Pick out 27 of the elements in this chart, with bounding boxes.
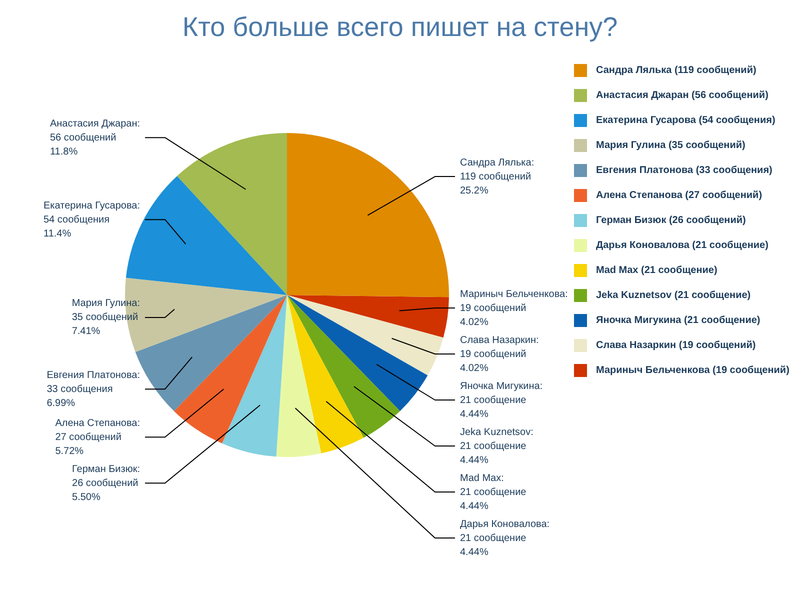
data-label: Яночка Мигукина: 21 сообщение 4.44% (460, 380, 543, 420)
data-label: Мария Гулина: 35 сообщений 7.41% (72, 298, 140, 338)
chart-title: Кто больше всего пишет на стену? (181, 12, 619, 43)
data-label: Евгения Платонова: 33 сообщения 6.99% (46, 370, 140, 409)
legend-label: Яночка Мигукина (21 сообщение) (596, 315, 760, 326)
legend-label: Алена Степанова (27 сообщений) (596, 190, 762, 201)
legend-label: Герман Бизюк (26 сообщений) (596, 215, 746, 226)
data-label: Jeka Kuznetsov: 21 сообщение 4.44% (460, 426, 534, 466)
legend-label: Дарья Коновалова (21 сообщение) (596, 240, 768, 251)
data-label: Сандра Лялька: 119 сообщений 25.2% (460, 157, 534, 196)
legend-label: Jeka Kuznetsov (21 сообщение) (596, 290, 751, 301)
data-label: Дарья Коновалова: 21 сообщение 4.44% (460, 518, 550, 558)
legend-label: Мариныч Бельченкова (19 сообщений) (596, 365, 790, 376)
legend-label: Мария Гулина (35 сообщений) (596, 140, 746, 151)
legend-label: Екатерина Гусарова (54 сообщения) (596, 115, 776, 126)
data-label: Mad Max: 21 сообщение 4.44% (460, 472, 527, 512)
data-label: Слава Назаркин: 19 сообщений 4.02% (460, 334, 539, 374)
legend-label: Сандра Лялька (119 сообщений) (596, 65, 756, 76)
legend-label: Анастасия Джаран (56 сообщений) (596, 90, 768, 101)
data-label: Герман Бизюк: 26 сообщений 5.50% (72, 464, 140, 503)
legend-label: Mad Max (21 сообщение) (596, 265, 718, 276)
legend-label: Евгения Платонова (33 сообщения) (596, 165, 772, 176)
data-label: Екатерина Гусарова: 54 сообщения 11.4% (43, 200, 140, 240)
data-label: Анастасия Джаран: 56 сообщений 11.8% (50, 118, 140, 158)
legend-label: Слава Назаркин (19 сообщений) (596, 340, 756, 351)
data-label: Алена Степанова: 27 сообщений 5.72% (55, 418, 140, 457)
data-label: Мариныч Бельченкова: 19 сообщений 4.02% (460, 288, 568, 328)
